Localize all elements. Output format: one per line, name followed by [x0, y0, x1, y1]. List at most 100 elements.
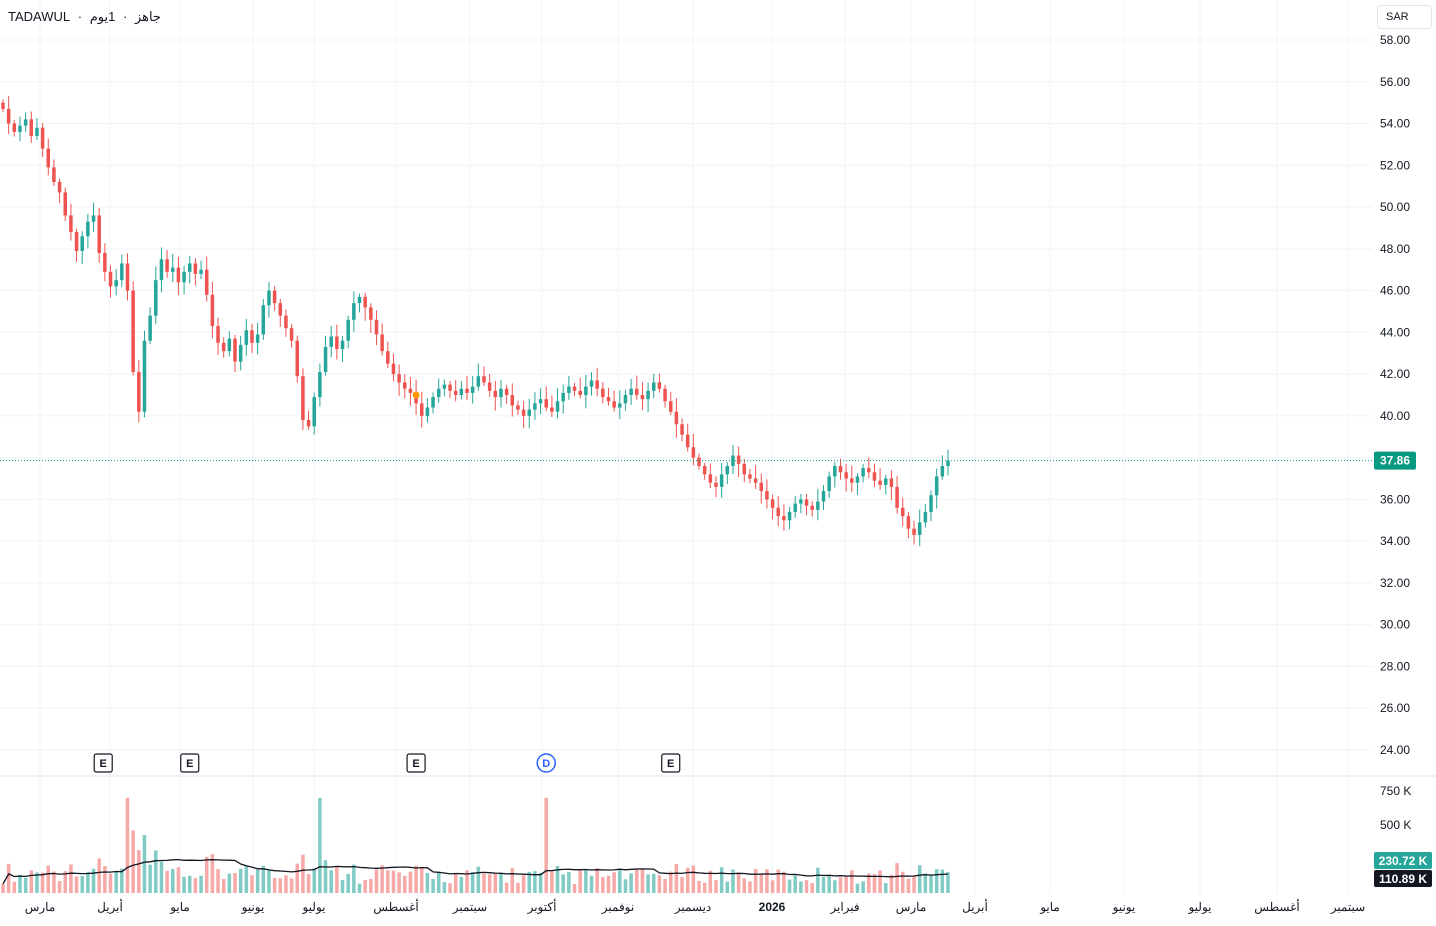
volume-bar	[108, 873, 113, 893]
volume-bar	[69, 864, 73, 893]
time-tick-label: نوفمبر	[601, 900, 634, 914]
volume-bar	[374, 869, 379, 893]
candle-body	[759, 482, 764, 492]
volume-bar	[934, 869, 939, 893]
candle-body	[900, 507, 905, 517]
currency-button[interactable]: SAR	[1377, 5, 1432, 29]
earnings-letter: E	[186, 758, 193, 770]
dividend-event-marker[interactable]: D	[536, 753, 556, 773]
candle-body	[838, 466, 843, 473]
candle-body	[46, 148, 51, 168]
volume-bar	[725, 881, 730, 893]
time-tick-label: يوليو	[301, 900, 325, 914]
earnings-letter: E	[667, 758, 674, 770]
volume-bar	[295, 863, 300, 893]
volume-bar	[74, 876, 79, 893]
volume-bar	[23, 877, 28, 893]
time-tick-label: فبراير	[829, 900, 859, 914]
earnings-event-marker[interactable]: E	[406, 753, 426, 773]
candle-body	[550, 407, 554, 412]
candle-body	[29, 119, 34, 137]
volume-bar	[340, 879, 345, 893]
candle-body	[793, 503, 797, 512]
volume-bar	[346, 873, 350, 893]
volume-bar	[646, 874, 650, 893]
candle-body	[470, 386, 475, 393]
volume-bar	[148, 864, 152, 893]
candle-body	[176, 267, 181, 283]
volume-bar	[448, 883, 452, 893]
volume-bar	[470, 872, 475, 893]
candle-body	[397, 374, 401, 383]
candle-body	[52, 167, 56, 182]
volume-bar	[787, 879, 792, 893]
candle-body	[352, 303, 356, 320]
candle-body	[369, 307, 373, 320]
time-tick-label: مارس	[896, 900, 927, 914]
volume-value-badge	[1374, 852, 1432, 869]
candle-body	[74, 232, 79, 251]
candles-group	[1, 96, 950, 547]
volume-bar	[731, 869, 735, 893]
volume-bar	[165, 870, 169, 893]
candle-body	[386, 351, 390, 364]
candle-body	[702, 466, 707, 475]
price-tick-label: 46.00	[1380, 284, 1410, 298]
volume-bar	[35, 872, 39, 893]
price-tick-label: 42.00	[1380, 367, 1410, 381]
candle-body	[714, 482, 718, 487]
candle-body	[821, 491, 826, 502]
candle-body	[357, 296, 362, 304]
volume-bar	[618, 869, 622, 893]
candle-body	[425, 407, 430, 416]
candle-body	[91, 215, 96, 222]
candle-body	[318, 372, 322, 398]
candle-body	[221, 342, 226, 352]
candle-body	[159, 259, 164, 281]
time-tick-label: 2026	[759, 900, 786, 914]
volume-bar	[91, 868, 96, 893]
volume-bar	[827, 876, 831, 893]
candle-body	[589, 380, 594, 387]
volume-bar	[487, 874, 492, 893]
volume-bar	[736, 873, 741, 893]
volume-bar	[114, 871, 118, 893]
candle-body	[765, 491, 769, 500]
candle-body	[289, 328, 294, 341]
volume-bar	[810, 882, 814, 893]
volume-bar	[544, 797, 548, 893]
volume-bar	[946, 872, 950, 893]
candle-body	[719, 474, 724, 487]
volume-bar	[657, 875, 662, 893]
volume-bar	[889, 874, 894, 893]
time-tick-label: سبتمبر	[452, 900, 487, 914]
volume-bar	[63, 871, 67, 893]
earnings-event-marker[interactable]: E	[180, 753, 200, 773]
volume-bar	[431, 878, 435, 893]
volume-ma-line	[2, 858, 949, 885]
candle-body	[787, 511, 792, 521]
price-tick-label: 40.00	[1380, 409, 1410, 423]
candle-body	[635, 388, 639, 395]
dividend-icon	[536, 753, 556, 773]
earnings-event-marker[interactable]: E	[661, 753, 681, 773]
candle-body	[736, 455, 741, 464]
volume-bar	[312, 868, 316, 893]
candle-body	[861, 468, 865, 477]
volume-bar	[465, 870, 469, 893]
candle-body	[697, 457, 701, 466]
earnings-icon	[180, 753, 200, 773]
volume-bar	[6, 863, 11, 893]
volume-bar	[550, 871, 554, 893]
candle-body	[210, 294, 215, 327]
volume-bar	[159, 861, 164, 893]
candle-body	[272, 290, 277, 304]
candle-body	[120, 263, 124, 281]
candle-body	[244, 330, 249, 345]
candle-body	[827, 476, 831, 492]
candle-body	[346, 319, 350, 341]
volume-bar	[538, 872, 543, 893]
earnings-event-marker[interactable]: E	[93, 753, 113, 773]
